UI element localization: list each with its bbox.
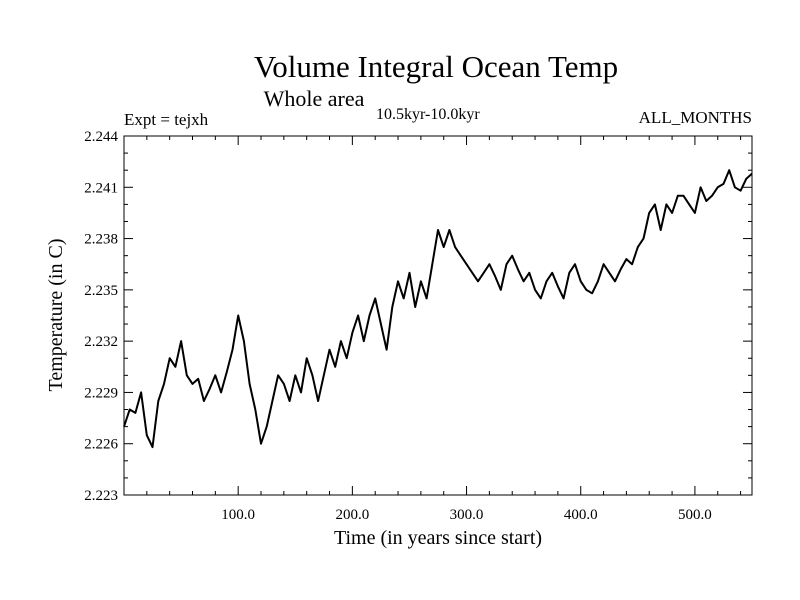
x-axis-label: Time (in years since start) [334, 527, 542, 549]
x-tick-label: 500.0 [678, 507, 712, 523]
y-tick-label: 2.241 [84, 180, 118, 196]
plot-area: 100.0 200.0 300.0 400.0 500.0 2.223 2.226 2.229… [84, 129, 753, 523]
chart-subtitle: Whole area [264, 86, 365, 111]
expt-label: Expt = tejxh [124, 110, 209, 129]
chart-title: Volume Integral Ocean Temp [254, 49, 618, 84]
y-tick-label: 2.226 [84, 437, 118, 453]
plot-frame [123, 135, 753, 496]
months-label: ALL_MONTHS [639, 108, 752, 127]
x-tick-label: 200.0 [335, 507, 369, 523]
y-tick-label: 2.238 [84, 232, 118, 248]
series-line-tejxh [123, 169, 753, 449]
x-tick-label: 100.0 [221, 507, 255, 523]
x-tick-label: 300.0 [450, 507, 484, 523]
y-tick-label: 2.229 [84, 385, 118, 401]
x-tick-label: 400.0 [564, 507, 598, 523]
y-tick-label: 2.223 [84, 488, 118, 504]
y-tick-label: 2.235 [84, 283, 118, 299]
y-axis-label: Temperature (in C) [45, 239, 67, 392]
y-tick-label: 2.244 [84, 129, 118, 145]
period-label: 10.5kyr-10.0kyr [376, 106, 480, 123]
y-tick-label: 2.232 [84, 334, 118, 350]
